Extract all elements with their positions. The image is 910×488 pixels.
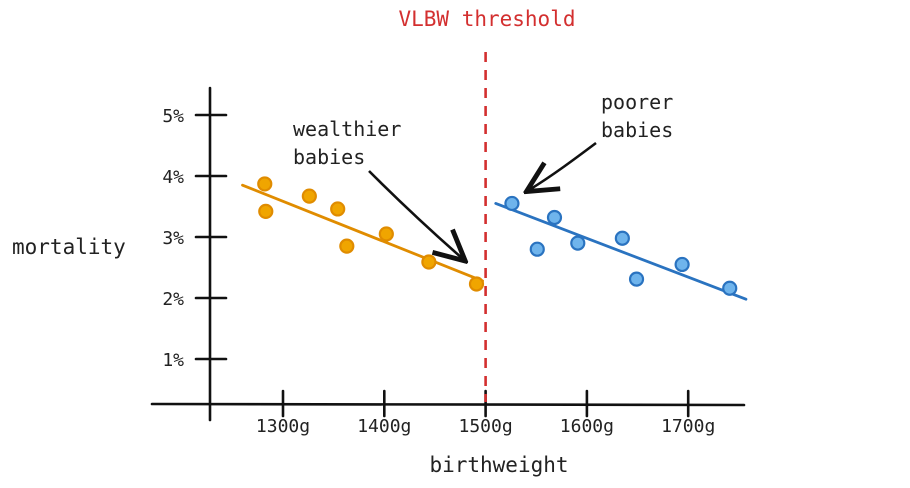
- vlbw-threshold-label: VLBW threshold: [398, 7, 575, 31]
- annotation-wealthier-arrow: [368, 170, 463, 259]
- data-point-poorer-babies: [529, 241, 545, 257]
- data-point-wealthier-babies: [378, 226, 394, 242]
- data-point-wealthier-babies: [257, 176, 273, 192]
- x-tick-label: 1500g: [459, 416, 513, 437]
- y-tick-label: 5%: [162, 106, 184, 127]
- data-point-poorer-babies: [674, 256, 690, 273]
- x-axis-line: [150, 402, 746, 407]
- annotation-wealthier-line-2: babies: [293, 145, 365, 169]
- y-axis-label: mortality: [12, 235, 126, 259]
- trend-line-poorer-babies: [494, 202, 748, 301]
- data-point-wealthier-babies: [339, 238, 355, 254]
- y-tick-label: 2%: [162, 289, 184, 310]
- data-point-poorer-babies: [570, 235, 586, 251]
- data-point-wealthier-babies: [258, 203, 274, 219]
- annotation-wealthier-line-1: wealthier: [293, 117, 401, 141]
- trend-line-wealthier-babies: [241, 183, 484, 283]
- data-point-poorer-babies: [722, 280, 738, 296]
- data-point-wealthier-babies: [468, 276, 485, 292]
- data-point-poorer-babies: [504, 195, 520, 212]
- y-tick-label: 1%: [162, 350, 184, 371]
- annotation-poorer-arrow: [529, 141, 597, 190]
- annotation-poorer-line-1: poorer: [601, 90, 673, 114]
- x-axis-label: birthweight: [429, 453, 568, 477]
- x-tick-label: 1300g: [256, 416, 310, 437]
- x-tick-label: 1700g: [661, 416, 715, 437]
- annotation-poorer-babies: poorer babies: [601, 90, 685, 142]
- y-tick-label: 3%: [162, 228, 184, 249]
- data-point-wealthier-babies: [301, 188, 317, 204]
- annotation-poorer-line-2: babies: [601, 118, 673, 142]
- y-tick-label: 4%: [162, 167, 184, 188]
- data-point-wealthier-babies: [330, 201, 346, 217]
- x-ticks: 1300g 1400g 1500g 1600g 1700g: [256, 389, 715, 437]
- series-poorer-babies: [494, 195, 748, 301]
- data-point-wealthier-babies: [421, 254, 437, 270]
- series-layer: [241, 176, 748, 301]
- series-wealthier-babies: [241, 176, 485, 292]
- data-point-poorer-babies: [546, 209, 563, 226]
- data-point-poorer-babies: [614, 230, 630, 246]
- annotation-wealthier-babies: wealthier babies: [293, 117, 413, 169]
- x-tick-label: 1600g: [560, 416, 614, 437]
- x-tick-label: 1400g: [357, 416, 411, 437]
- data-point-poorer-babies: [628, 271, 645, 287]
- y-ticks: 1% 2% 3% 4% 5%: [162, 106, 228, 371]
